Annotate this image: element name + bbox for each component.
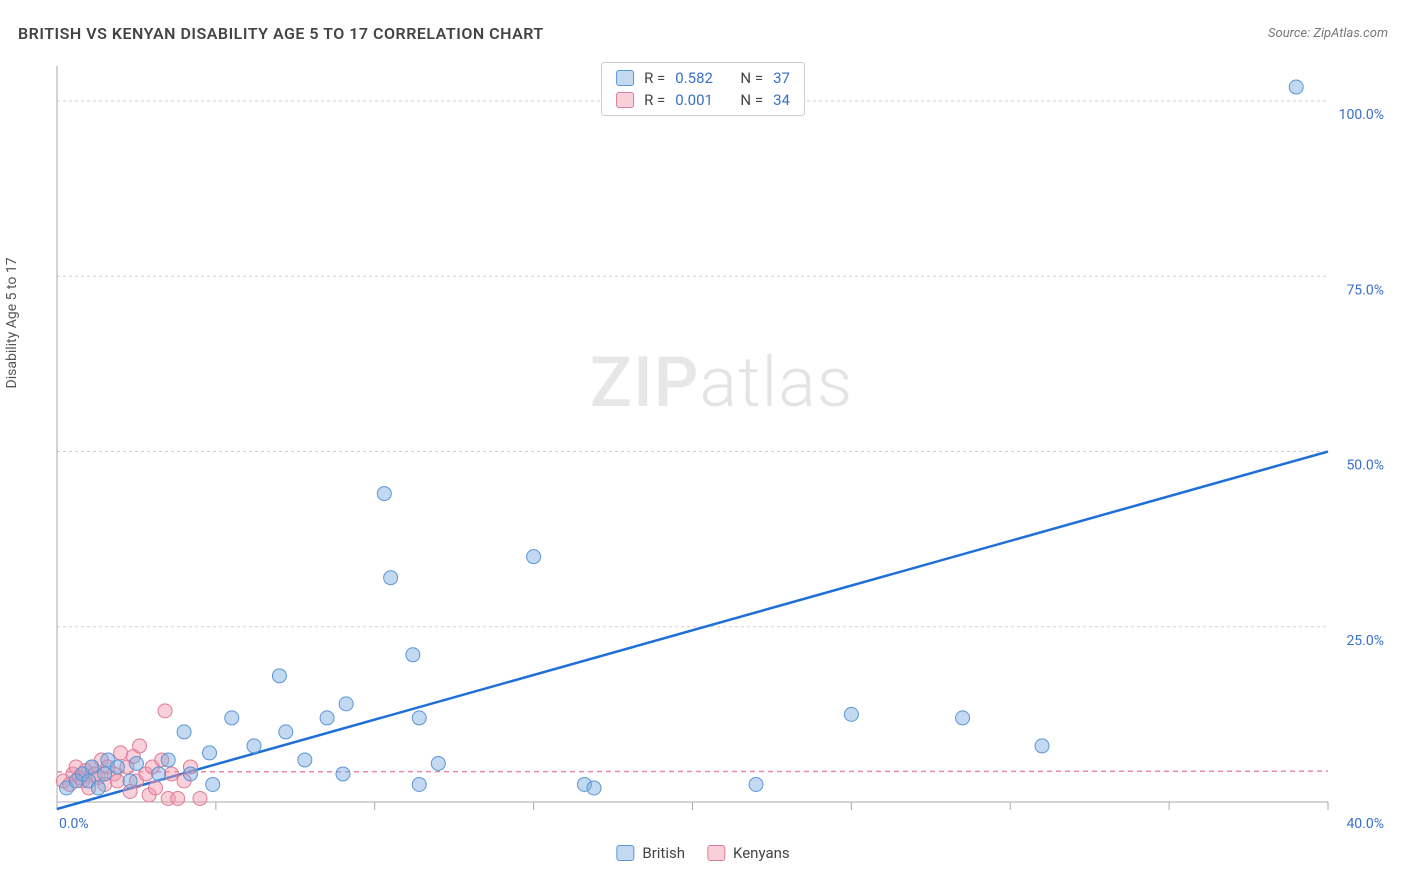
point-british — [412, 777, 426, 791]
point-kenyans — [193, 791, 207, 805]
source-prefix: Source: — [1268, 26, 1313, 41]
point-kenyans — [149, 781, 163, 795]
scatter-plot-svg: 25.0% 50.0% 75.0% 100.0% 0.0% 40.0% — [55, 58, 1388, 832]
correlation-row: R = 0.001 N = 34 — [616, 89, 790, 111]
point-kenyans — [110, 774, 124, 788]
point-kenyans — [114, 746, 128, 760]
y-tick-label: 25.0% — [1346, 633, 1384, 649]
n-label: N = — [740, 69, 763, 87]
point-british — [431, 756, 445, 770]
y-tick-label: 75.0% — [1346, 282, 1384, 298]
point-british — [320, 711, 334, 725]
point-british — [161, 753, 175, 767]
point-british — [298, 753, 312, 767]
point-british — [377, 487, 391, 501]
point-british — [1289, 80, 1303, 94]
point-kenyans — [171, 791, 185, 805]
legend-label: Kenyans — [733, 844, 790, 862]
point-british — [336, 767, 350, 781]
r-value: 0.582 — [675, 69, 713, 87]
point-kenyans — [158, 704, 172, 718]
point-british — [225, 711, 239, 725]
correlation-box: R = 0.582 N = 37 R = 0.001 N = 34 — [601, 62, 805, 116]
point-british — [177, 725, 191, 739]
point-british — [272, 669, 286, 683]
trendline-kenyans — [57, 771, 1328, 772]
point-british — [844, 707, 858, 721]
point-british — [129, 756, 143, 770]
y-tick-label: 50.0% — [1346, 458, 1384, 474]
point-british — [956, 711, 970, 725]
point-british — [384, 571, 398, 585]
swatch-blue-icon — [616, 70, 634, 86]
point-british — [1035, 739, 1049, 753]
header-row: BRITISH VS KENYAN DISABILITY AGE 5 TO 17… — [18, 24, 1388, 43]
point-british — [527, 550, 541, 564]
point-british — [183, 767, 197, 781]
r-value: 0.001 — [675, 91, 713, 109]
point-british — [339, 697, 353, 711]
point-kenyans — [164, 767, 178, 781]
y-axis-label: Disability Age 5 to 17 — [4, 257, 20, 388]
y-tick-label: 100.0% — [1339, 107, 1384, 123]
point-british — [247, 739, 261, 753]
swatch-blue-icon — [616, 845, 634, 861]
x-origin-label: 0.0% — [59, 816, 89, 832]
point-british — [279, 725, 293, 739]
plot-area: 25.0%50.0%75.0%100.0%0.0%40.0% ZIPatlas — [55, 58, 1388, 832]
x-end-label: 40.0% — [1346, 816, 1384, 832]
legend-item: Kenyans — [707, 844, 790, 862]
swatch-pink-icon — [707, 845, 725, 861]
chart-title: BRITISH VS KENYAN DISABILITY AGE 5 TO 17… — [18, 24, 544, 43]
point-british — [91, 781, 105, 795]
legend-bottom: British Kenyans — [616, 844, 789, 862]
n-value: 34 — [773, 91, 790, 109]
point-british — [206, 777, 220, 791]
n-value: 37 — [773, 69, 790, 87]
legend-label: British — [642, 844, 685, 862]
n-label: N = — [740, 91, 763, 109]
point-british — [406, 648, 420, 662]
point-british — [98, 767, 112, 781]
legend-item: British — [616, 844, 685, 862]
trendline-british — [57, 452, 1328, 809]
swatch-pink-icon — [616, 92, 634, 108]
point-kenyans — [133, 739, 147, 753]
point-british — [152, 767, 166, 781]
point-british — [123, 774, 137, 788]
point-british — [412, 711, 426, 725]
correlation-row: R = 0.582 N = 37 — [616, 67, 790, 89]
source-attribution: Source: ZipAtlas.com — [1268, 26, 1388, 41]
point-british — [587, 781, 601, 795]
point-british — [203, 746, 217, 760]
source-name: ZipAtlas.com — [1313, 26, 1388, 41]
r-label: R = — [644, 69, 665, 87]
point-british — [85, 760, 99, 774]
point-british — [110, 760, 124, 774]
r-label: R = — [644, 91, 665, 109]
point-british — [749, 777, 763, 791]
